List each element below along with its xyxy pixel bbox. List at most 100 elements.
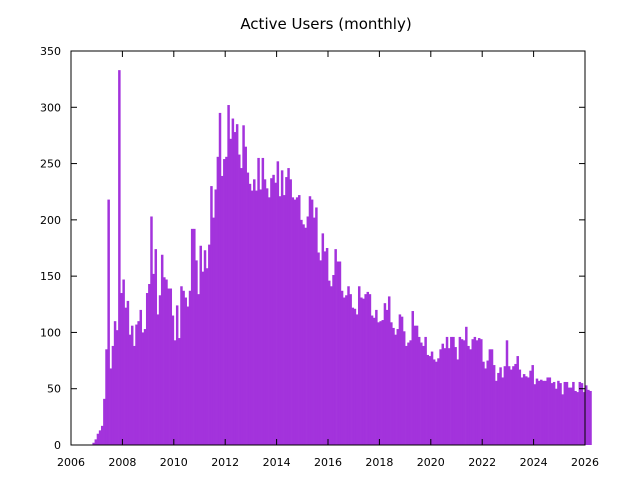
bar <box>552 381 556 445</box>
bar <box>437 358 440 445</box>
bar <box>96 433 100 445</box>
bar <box>240 168 243 445</box>
bar <box>130 325 134 445</box>
bar <box>336 261 340 445</box>
bar <box>405 345 408 445</box>
bar <box>516 356 519 445</box>
bar <box>473 336 477 445</box>
bar <box>278 196 282 445</box>
bar <box>276 161 280 445</box>
bar <box>407 342 410 445</box>
bar <box>409 340 412 445</box>
bar <box>370 315 374 445</box>
bar <box>484 368 487 445</box>
bar <box>542 380 545 445</box>
bar <box>415 325 419 445</box>
bar <box>338 261 342 445</box>
bar <box>223 159 226 445</box>
bar <box>372 317 376 445</box>
bar <box>291 197 295 445</box>
bar <box>92 442 95 445</box>
bar <box>375 309 378 445</box>
bar <box>263 179 267 445</box>
bar <box>265 188 269 445</box>
bar <box>118 70 121 445</box>
bar <box>578 381 582 445</box>
bar <box>567 387 571 445</box>
bar <box>199 245 202 445</box>
bar <box>392 327 395 445</box>
bar <box>426 354 430 445</box>
bar <box>328 280 331 445</box>
bar <box>357 286 361 445</box>
bar <box>452 336 455 445</box>
bar <box>100 425 104 445</box>
bar <box>490 349 494 445</box>
bar <box>482 361 485 445</box>
chart-title: Active Users (monthly) <box>240 15 411 33</box>
y-tick-label: 150 <box>40 270 61 283</box>
bar <box>345 295 348 445</box>
x-tick-label: 2018 <box>365 456 393 469</box>
bar <box>169 288 173 445</box>
bar <box>460 339 464 445</box>
bar <box>160 254 164 445</box>
y-tick-label: 350 <box>40 45 61 58</box>
bar <box>280 170 284 445</box>
bar <box>295 197 299 445</box>
bar <box>443 348 447 445</box>
bar <box>507 366 511 445</box>
bar <box>347 286 350 445</box>
bar <box>527 377 530 445</box>
bar <box>505 340 509 445</box>
bar <box>175 305 179 445</box>
bar <box>417 336 421 445</box>
y-tick-label: 50 <box>47 383 61 396</box>
bar <box>510 369 513 445</box>
bar <box>122 279 125 445</box>
x-tick-label: 2024 <box>520 456 548 469</box>
bar <box>525 376 528 445</box>
bar <box>105 349 108 445</box>
bar <box>319 260 322 445</box>
bar <box>458 336 462 445</box>
axes-group: 0 50 100 150 200 250 300 350 2006 2008 2010 2012 201… <box>40 45 599 469</box>
x-tick-label: 2010 <box>160 456 188 469</box>
bar <box>302 224 305 445</box>
bar <box>387 296 391 445</box>
bar <box>137 321 140 445</box>
bar <box>351 307 355 445</box>
bar <box>469 349 472 445</box>
bar <box>120 293 123 445</box>
y-tick-label: 100 <box>40 326 61 339</box>
bar <box>585 385 588 445</box>
bar <box>561 394 564 445</box>
bar <box>557 380 560 445</box>
bar <box>514 363 517 445</box>
bar <box>430 351 434 445</box>
bar <box>456 359 459 445</box>
bar <box>178 338 181 445</box>
bar <box>212 217 215 445</box>
bar <box>512 366 515 445</box>
bar <box>428 356 432 445</box>
bar <box>255 190 258 445</box>
bar <box>293 199 297 445</box>
bar <box>435 361 438 445</box>
bar <box>377 322 380 445</box>
bar <box>257 157 260 445</box>
bar <box>308 196 312 445</box>
bar <box>589 390 592 445</box>
bar <box>242 125 245 446</box>
bar <box>565 381 569 445</box>
bar <box>156 314 160 445</box>
bar <box>325 248 329 445</box>
bar <box>220 175 224 445</box>
bar <box>385 309 389 445</box>
bar <box>342 297 346 445</box>
bar <box>544 380 547 445</box>
x-tick-label: 2014 <box>263 456 291 469</box>
bar <box>205 268 209 445</box>
bar <box>368 294 372 445</box>
